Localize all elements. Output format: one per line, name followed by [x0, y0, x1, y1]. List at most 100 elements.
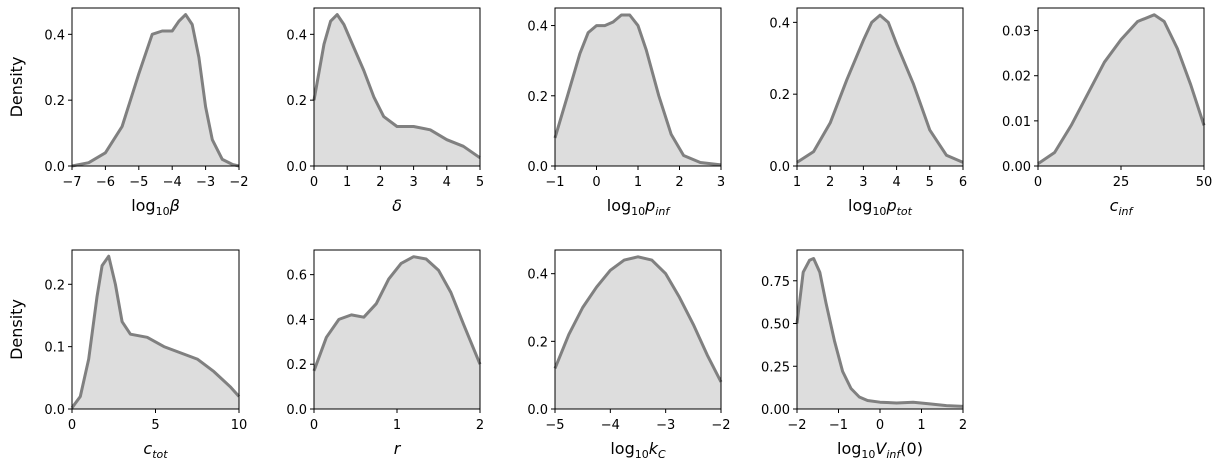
y-tick-label: 0.1	[44, 341, 65, 356]
density-panel-2: 0 1 2 3 4 5 0.0 0.2 0.4 δ	[286, 7, 484, 215]
y-tick-label: 0.01	[1002, 115, 1031, 130]
y-tick-label: 0.2	[527, 335, 548, 350]
y-tick-label: 0.02	[1002, 70, 1031, 85]
density-curve	[312, 255, 482, 372]
y-tick-label: 0.2	[286, 94, 307, 109]
density-area	[797, 15, 963, 167]
density-panel-5: 0 25 50 0.00 0.01 0.02 0.03 cinf	[1002, 7, 1213, 218]
density-panel-1: −7 −6 −5 −4 −3 −2 0.0 0.2 0.4 log10β Density	[7, 7, 249, 218]
x-tick-label: 2	[675, 175, 683, 190]
y-tick-label: 0.0	[286, 403, 307, 418]
y-tick-label: 0.03	[1002, 25, 1031, 40]
y-tick-label: 0.4	[527, 20, 548, 35]
x-tick-label: 1	[793, 175, 801, 190]
density-panel-9: −2 −1 0 1 2 0.00 0.25 0.50 0.75 log10Vinf(0)	[761, 249, 967, 461]
density-panel-8: −5 −4 −3 −2 0.0 0.2 0.4 log10kC	[527, 249, 731, 461]
y-tick-label: 0.0	[286, 160, 307, 175]
x-axis-label: cinf	[1110, 196, 1135, 218]
axes-frame	[554, 249, 722, 410]
y-axis-label: Density	[7, 299, 26, 360]
x-tick-label: −4	[163, 175, 182, 190]
y-tick-label: 0.0	[44, 160, 65, 175]
density-panel-4: 1 2 3 4 5 6 0.0 0.2 0.4 log10ptot	[769, 7, 967, 218]
x-tick-label: −3	[196, 175, 215, 190]
density-panel-7: 0 1 2 0.0 0.2 0.4 0.6 r	[286, 249, 484, 458]
x-tick-label: 1	[634, 175, 642, 190]
y-tick-label: 0.6	[286, 269, 307, 284]
x-tick-label: 3	[409, 175, 417, 190]
x-tick-label: 0	[876, 418, 884, 433]
y-tick-label: 0.2	[286, 358, 307, 373]
density-panel-3: −1 0 1 2 3 0.0 0.2 0.4 log10pinf	[527, 7, 725, 218]
density-curve	[1037, 13, 1206, 165]
x-tick-label: −2	[787, 418, 806, 433]
y-tick-label: 0.75	[761, 275, 790, 290]
y-tick-label: 0.2	[44, 278, 65, 293]
x-tick-label: 4	[443, 175, 451, 190]
density-curve	[795, 257, 964, 408]
x-tick-label: 0	[310, 175, 318, 190]
x-tick-label: 5	[151, 418, 159, 433]
density-area	[555, 256, 721, 409]
axes-frame	[313, 7, 481, 167]
density-area	[72, 256, 239, 409]
x-tick-label: 10	[231, 418, 248, 433]
density-curve	[71, 13, 240, 168]
x-axis-label: log10ptot	[848, 196, 913, 218]
x-axis-label: ctot	[143, 439, 168, 461]
y-tick-label: 0.4	[286, 28, 307, 43]
x-tick-label: −3	[656, 418, 675, 433]
axes-frame	[796, 7, 964, 167]
y-tick-label: 0.2	[769, 88, 790, 103]
y-tick-label: 0.2	[44, 94, 65, 109]
y-tick-label: 0.50	[761, 318, 790, 333]
y-tick-label: 0.0	[527, 403, 548, 418]
x-tick-label: 2	[476, 418, 484, 433]
x-axis-label: r	[394, 439, 402, 458]
x-tick-label: −7	[62, 175, 81, 190]
density-curve	[312, 13, 481, 160]
x-tick-label: −4	[601, 418, 620, 433]
density-curve	[70, 254, 241, 409]
y-tick-label: 0.4	[527, 268, 548, 283]
x-tick-label: 4	[892, 175, 900, 190]
x-axis-label: log10β	[131, 196, 180, 218]
x-axis-label: log10kC	[610, 439, 666, 461]
x-tick-label: 2	[959, 418, 967, 433]
density-area	[797, 258, 963, 409]
y-tick-label: 0.0	[769, 160, 790, 175]
density-area	[314, 256, 480, 409]
y-tick-label: 0.2	[527, 90, 548, 105]
y-tick-label: 0.0	[44, 403, 65, 418]
y-tick-label: 0.4	[44, 28, 65, 43]
density-curve	[796, 13, 964, 164]
y-tick-label: 0.25	[761, 360, 790, 375]
x-tick-label: 2	[826, 175, 834, 190]
x-tick-label: 0	[592, 175, 600, 190]
x-tick-label: −1	[545, 175, 564, 190]
x-tick-label: −1	[829, 418, 848, 433]
x-tick-label: 50	[1196, 175, 1213, 190]
x-tick-label: −2	[229, 175, 248, 190]
axes-frame	[71, 7, 240, 167]
x-tick-label: 0	[310, 418, 318, 433]
x-tick-label: 0	[1034, 175, 1042, 190]
y-axis-label: Density	[7, 57, 26, 118]
x-tick-label: 2	[376, 175, 384, 190]
x-tick-label: 1	[393, 418, 401, 433]
x-tick-label: 5	[476, 175, 484, 190]
x-tick-label: 5	[926, 175, 934, 190]
x-tick-label: −5	[545, 418, 564, 433]
y-tick-label: 0.4	[286, 313, 307, 328]
density-area	[1038, 14, 1204, 166]
x-axis-label: log10Vinf(0)	[837, 439, 923, 461]
density-panel-6: 0 5 10 0.0 0.1 0.2 ctot Density	[7, 249, 248, 461]
x-tick-label: 3	[859, 175, 867, 190]
density-area	[555, 15, 721, 166]
x-tick-label: 1	[343, 175, 351, 190]
density-curve	[553, 13, 722, 167]
x-tick-label: −5	[129, 175, 148, 190]
y-tick-label: 0.00	[761, 403, 790, 418]
x-tick-label: 6	[959, 175, 967, 190]
